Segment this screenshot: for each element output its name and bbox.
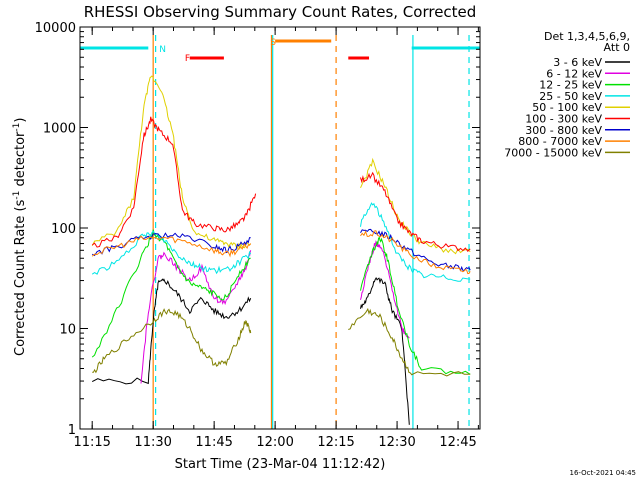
- x-tick-label: 12:00: [256, 435, 293, 450]
- series-line: [360, 236, 471, 375]
- series-line: [360, 230, 471, 275]
- series-line: [348, 307, 471, 377]
- series-line: [360, 171, 471, 252]
- legend-label: 25 - 50 keV: [539, 90, 602, 103]
- series-line: [91, 232, 251, 257]
- y-axis-title: Corrected Count Rate (s-1 detector-1): [12, 118, 28, 356]
- series-line: [91, 116, 257, 248]
- legend-label: 7000 - 15000 keV: [504, 146, 602, 159]
- timestamp: 16-Oct-2021 04:45: [570, 469, 636, 477]
- series-line: [91, 229, 251, 358]
- flag-label: N: [159, 45, 166, 55]
- legend-label: 50 - 100 keV: [532, 101, 602, 114]
- legend-label: 100 - 300 keV: [525, 113, 602, 126]
- y-tick-label: 100: [51, 222, 76, 237]
- series-line: [91, 235, 252, 258]
- series-line: [360, 157, 471, 255]
- x-tick-label: 12:30: [378, 435, 415, 450]
- x-axis: 11:15 11:30 11:45 12:00 12:15 12:30 12:45: [73, 27, 479, 450]
- series-line: [360, 239, 410, 339]
- legend-label: 6 - 12 keV: [546, 67, 602, 80]
- legend-header-line2: Att 0: [604, 41, 630, 54]
- chart-title: RHESSI Observing Summary Count Rates, Co…: [84, 3, 477, 21]
- x-tick-label: 12:45: [439, 435, 476, 450]
- series-line: [360, 276, 410, 425]
- series-line: [91, 278, 252, 385]
- series-line: [91, 75, 252, 251]
- series-line: [91, 230, 252, 275]
- flag-label: S: [270, 38, 276, 48]
- x-tick-label: 11:45: [195, 435, 232, 450]
- legend-label: 12 - 25 keV: [539, 79, 602, 92]
- y-tick-label: 1: [68, 423, 76, 438]
- legend-label: 3 - 6 keV: [553, 56, 602, 69]
- series-line: [92, 308, 252, 374]
- series-line: [360, 202, 471, 282]
- y-axis: 1 10 100 1000 10000: [35, 21, 480, 438]
- flag-bars: N F S: [80, 38, 480, 64]
- x-tick-label: 11:15: [73, 435, 110, 450]
- x-tick-label: 11:30: [134, 435, 171, 450]
- series-line: [140, 250, 252, 384]
- y-tick-label: 1000: [43, 122, 76, 137]
- x-axis-title: Start Time (23-Mar-04 11:12:42): [175, 457, 386, 472]
- flag-label: F: [185, 54, 190, 64]
- series-layer: [91, 75, 471, 425]
- y-tick-label: 10: [59, 323, 76, 338]
- legend-label: 800 - 7000 keV: [518, 135, 602, 148]
- legend-header-line1: Det 1,3,4,5,6,9,: [544, 30, 630, 43]
- x-tick-label: 12:15: [317, 435, 354, 450]
- legend-label: 300 - 800 keV: [525, 124, 602, 137]
- y-tick-label: 10000: [35, 21, 76, 36]
